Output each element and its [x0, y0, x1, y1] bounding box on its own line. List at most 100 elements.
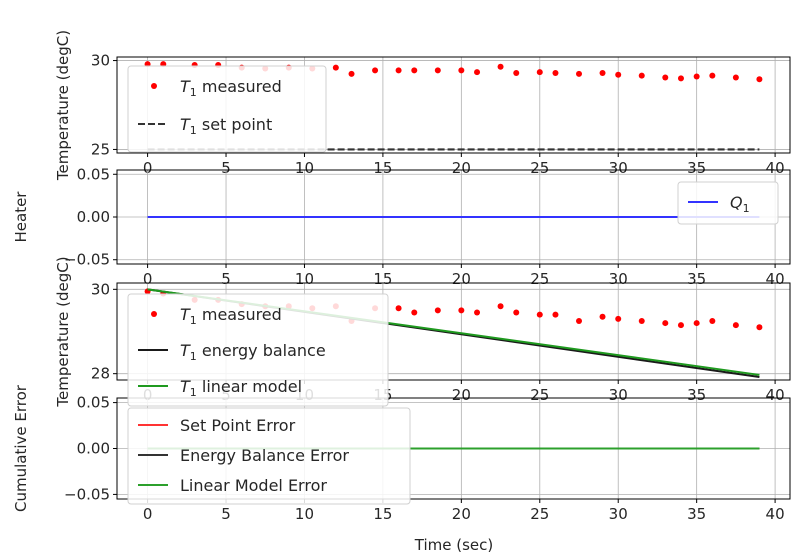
- legend-label-subscript: 1: [190, 350, 197, 363]
- series-t1-measured-point: [395, 67, 402, 74]
- x-tick-label: 30: [609, 505, 628, 523]
- legend-label-subscript: 1: [190, 314, 197, 327]
- legend-label: Q1: [730, 193, 750, 215]
- legend-label: T1 energy balance: [180, 341, 326, 363]
- legend-label-subscript: 1: [190, 386, 197, 399]
- y-axis-label: Temperature (degC): [54, 256, 72, 407]
- x-tick-label: 5: [221, 270, 231, 288]
- legend-4: Set Point Error Energy Balance Error Linea…: [127, 407, 411, 505]
- series-t1-measured-point: [693, 73, 700, 80]
- series-t1-measured-point: [732, 322, 739, 329]
- x-tick-label: 40: [766, 386, 785, 404]
- series-t1-measured-point: [693, 320, 700, 327]
- legend-label-main: T: [180, 115, 191, 134]
- legend-box: [127, 65, 327, 153]
- series-t1-measured-point: [576, 70, 583, 77]
- x-tick-label: 20: [452, 386, 471, 404]
- legend-label-main: T: [180, 305, 191, 324]
- series-t1-measured-point: [709, 317, 716, 324]
- series-t1-measured-point: [332, 64, 339, 71]
- x-tick-label: 30: [609, 159, 628, 177]
- y-tick-label: −0.05: [64, 485, 110, 503]
- y-axis-label: Heater: [12, 191, 30, 243]
- y-tick-label: 30: [91, 280, 110, 298]
- legend-box: [127, 293, 389, 407]
- series-t1-measured-point: [513, 70, 520, 76]
- series-t1-measured-point: [677, 322, 684, 329]
- legend-label-main: T: [180, 377, 191, 396]
- series-t1-measured-point: [599, 70, 606, 76]
- series-t1-measured-point: [458, 67, 465, 74]
- legend-label-rest: energy balance: [197, 341, 326, 360]
- x-tick-label: 0: [143, 505, 153, 523]
- legend-label-main: Linear Model Error: [180, 476, 327, 495]
- x-tick-label: 30: [609, 386, 628, 404]
- legend-label-rest: set point: [197, 115, 272, 134]
- series-t1-measured-point: [552, 70, 559, 76]
- series-t1-measured-point: [497, 63, 504, 70]
- series-t1-measured-point: [756, 324, 763, 331]
- series-t1-measured-point: [662, 320, 669, 327]
- series-t1-measured-point: [638, 72, 645, 79]
- series-t1-measured-point: [497, 303, 504, 310]
- series-t1-measured-point: [599, 313, 606, 320]
- series-t1-measured-point: [536, 69, 543, 76]
- legend-label-main: Energy Balance Error: [180, 446, 349, 465]
- x-tick-label: 10: [295, 505, 314, 523]
- y-tick-label: −0.05: [64, 251, 110, 269]
- y-tick-label: 25: [91, 140, 110, 158]
- legend-box: [677, 181, 779, 225]
- axes-frame: [116, 282, 791, 381]
- legend-label: T1 set point: [180, 115, 272, 137]
- y-tick-label: 0.00: [77, 440, 110, 458]
- legend-label: T1 measured: [180, 305, 282, 327]
- legend-label: T1 measured: [180, 77, 282, 99]
- y-tick-label: 0.05: [77, 394, 110, 412]
- x-tick-label: 0: [143, 270, 153, 288]
- series-t1-measured-point: [348, 70, 355, 77]
- legend-marker: [151, 311, 157, 317]
- x-tick-label: 5: [221, 159, 231, 177]
- x-tick-label: 15: [373, 159, 392, 177]
- series-t1-measured-point: [552, 311, 559, 318]
- legend-label: Linear Model Error: [180, 476, 327, 495]
- x-tick-label: 20: [452, 159, 471, 177]
- series-t1-measured-point: [662, 74, 669, 81]
- series-t1-measured-point: [615, 71, 622, 78]
- legend-label-rest: linear model: [197, 377, 302, 396]
- legend-label-subscript: 1: [190, 86, 197, 99]
- series-t1-measured-point: [513, 309, 520, 316]
- x-tick-label: 25: [530, 386, 549, 404]
- x-tick-label: 40: [766, 159, 785, 177]
- y-tick-label: 30: [91, 52, 110, 70]
- series-t1-measured-point: [474, 69, 481, 76]
- legend-label: T1 linear model: [180, 377, 302, 399]
- legend-label-main: T: [180, 341, 191, 360]
- series-t1-measured-point: [756, 76, 763, 83]
- legend-label-rest: measured: [197, 305, 282, 324]
- y-tick-label: 0.05: [77, 165, 110, 183]
- legend-label: Set Point Error: [180, 416, 296, 435]
- legend-label-main: Set Point Error: [180, 416, 296, 435]
- x-tick-label: 10: [295, 159, 314, 177]
- series-t1-measured-point: [411, 67, 418, 74]
- y-tick-label: 28: [91, 365, 110, 383]
- series-t1-measured-point: [458, 307, 465, 314]
- series-t1-measured-point: [411, 309, 418, 316]
- series-t1-measured-point: [709, 72, 716, 79]
- series-t1-measured-point: [638, 317, 645, 324]
- y-tick-label: 0.00: [77, 208, 110, 226]
- legend-label-main: T: [180, 77, 191, 96]
- legend-label-main: Q: [730, 193, 743, 212]
- legend-label-rest: measured: [197, 77, 282, 96]
- legend-marker: [151, 83, 157, 89]
- axes-frame: [116, 56, 791, 154]
- series-t1-measured-point: [536, 311, 543, 318]
- legend-label-subscript: 1: [190, 124, 197, 137]
- series-t1-measured-point: [576, 317, 583, 324]
- x-tick-label: 0: [143, 159, 153, 177]
- legend-label-subscript: 1: [743, 202, 750, 215]
- legend-2: Q1: [677, 181, 779, 225]
